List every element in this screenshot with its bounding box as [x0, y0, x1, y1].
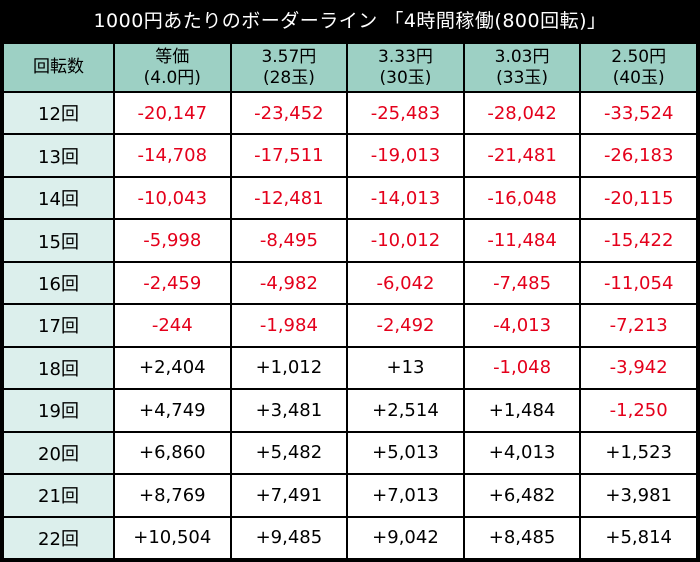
- header-col-name: 2.50円: [611, 46, 667, 67]
- header-col-333: 3.33円 (30玉): [348, 44, 463, 91]
- row-label: 13回: [4, 135, 113, 176]
- value-cell: -10,043: [115, 177, 230, 219]
- header-rotation-count: 回転数: [4, 44, 113, 91]
- header-col-name: 3.03円: [494, 46, 550, 67]
- value-cell: +8,485: [464, 517, 580, 558]
- value-cell: -6,042: [348, 262, 463, 304]
- table-row: 17回 -244 -1,984 -2,492 -4,013 -7,213: [4, 305, 696, 346]
- value-cell: -12,481: [231, 177, 347, 219]
- header-row: 回転数 等価 (4.0円) 3.57円 (28玉) 3.33円 (30玉) 3.03円…: [4, 44, 696, 91]
- table-title: 1000円あたりのボーダーライン 「4時間稼働(800回転)」: [93, 10, 607, 32]
- value-cell: +1,484: [464, 390, 580, 431]
- value-cell: -26,183: [581, 135, 696, 176]
- table-row: 21回 +8,769 +7,491 +7,013 +6,482 +3,981: [4, 475, 696, 516]
- row-label: 17回: [4, 305, 113, 346]
- value-cell: +5,013: [348, 432, 463, 474]
- value-cell: -23,452: [231, 93, 347, 134]
- value-cell: -20,115: [581, 177, 696, 219]
- value-cell: -14,708: [115, 135, 230, 176]
- header-col-357: 3.57円 (28玉): [231, 44, 347, 91]
- header-col-rate: (4.0円): [143, 67, 201, 88]
- row-label: 21回: [4, 475, 113, 516]
- value-cell: -10,012: [348, 220, 463, 261]
- header-col-equal: 等価 (4.0円): [115, 44, 230, 91]
- value-cell: +6,860: [115, 432, 230, 474]
- value-cell: +2,404: [115, 347, 230, 389]
- table-row: 20回 +6,860 +5,482 +5,013 +4,013 +1,523: [4, 432, 696, 474]
- value-cell: +13: [348, 347, 463, 389]
- value-cell: +10,504: [115, 517, 230, 558]
- value-cell: -25,483: [348, 93, 463, 134]
- table-row: 14回 -10,043 -12,481 -14,013 -16,048 -20,115: [4, 177, 696, 219]
- value-cell: +7,013: [348, 475, 463, 516]
- table-row: 13回 -14,708 -17,511 -19,013 -21,481 -26,183: [4, 135, 696, 176]
- value-cell: +1,523: [581, 432, 696, 474]
- header-col-name: 3.33円: [378, 46, 433, 67]
- value-cell: -7,485: [464, 262, 580, 304]
- header-col-rate: (28玉): [262, 67, 315, 88]
- table-row: 22回 +10,504 +9,485 +9,042 +8,485 +5,814: [4, 517, 696, 558]
- row-label: 19回: [4, 390, 113, 431]
- value-cell: -11,054: [581, 262, 696, 304]
- row-label: 15回: [4, 220, 113, 261]
- table-row: 12回 -20,147 -23,452 -25,483 -28,042 -33,524: [4, 93, 696, 134]
- header-col-rate: (33玉): [496, 67, 549, 88]
- value-cell: +5,814: [581, 517, 696, 558]
- value-cell: -16,048: [464, 177, 580, 219]
- header-col-name: 3.57円: [261, 46, 317, 67]
- table-row: 16回 -2,459 -4,982 -6,042 -7,485 -11,054: [4, 262, 696, 304]
- row-label: 14回: [4, 177, 113, 219]
- value-cell: -14,013: [348, 177, 463, 219]
- row-label: 22回: [4, 517, 113, 558]
- value-cell: +3,481: [231, 390, 347, 431]
- value-cell: -8,495: [231, 220, 347, 261]
- header-col-250: 2.50円 (40玉): [581, 44, 696, 91]
- value-cell: -4,013: [464, 305, 580, 346]
- row-label: 16回: [4, 262, 113, 304]
- row-label: 18回: [4, 347, 113, 389]
- value-cell: -1,984: [231, 305, 347, 346]
- value-cell: -20,147: [115, 93, 230, 134]
- value-cell: -1,250: [581, 390, 696, 431]
- value-cell: +9,042: [348, 517, 463, 558]
- table-row: 15回 -5,998 -8,495 -10,012 -11,484 -15,422: [4, 220, 696, 261]
- value-cell: -19,013: [348, 135, 463, 176]
- value-cell: -33,524: [581, 93, 696, 134]
- value-cell: -15,422: [581, 220, 696, 261]
- value-cell: -11,484: [464, 220, 580, 261]
- table-row: 19回 +4,749 +3,481 +2,514 +1,484 -1,250: [4, 390, 696, 431]
- header-col-name: 等価: [155, 46, 190, 67]
- value-cell: +9,485: [231, 517, 347, 558]
- border-line-table: 回転数 等価 (4.0円) 3.57円 (28玉) 3.33円 (30玉) 3.03円…: [2, 42, 698, 560]
- header-col-rate: (40玉): [612, 67, 665, 88]
- value-cell: -21,481: [464, 135, 580, 176]
- value-cell: -2,459: [115, 262, 230, 304]
- table-row: 18回 +2,404 +1,012 +13 -1,048 -3,942: [4, 347, 696, 389]
- value-cell: -7,213: [581, 305, 696, 346]
- row-label: 12回: [4, 93, 113, 134]
- value-cell: -17,511: [231, 135, 347, 176]
- value-cell: -28,042: [464, 93, 580, 134]
- header-col-rate: (30玉): [379, 67, 432, 88]
- value-cell: -5,998: [115, 220, 230, 261]
- value-cell: -1,048: [464, 347, 580, 389]
- value-cell: +7,491: [231, 475, 347, 516]
- value-cell: +3,981: [581, 475, 696, 516]
- value-cell: +5,482: [231, 432, 347, 474]
- value-cell: +4,013: [464, 432, 580, 474]
- value-cell: -244: [115, 305, 230, 346]
- value-cell: -3,942: [581, 347, 696, 389]
- header-col-303: 3.03円 (33玉): [464, 44, 580, 91]
- value-cell: +8,769: [115, 475, 230, 516]
- value-cell: +2,514: [348, 390, 463, 431]
- value-cell: +4,749: [115, 390, 230, 431]
- value-cell: -2,492: [348, 305, 463, 346]
- value-cell: -4,982: [231, 262, 347, 304]
- table-body: 12回 -20,147 -23,452 -25,483 -28,042 -33,524 13…: [4, 93, 696, 558]
- value-cell: +6,482: [464, 475, 580, 516]
- row-label: 20回: [4, 432, 113, 474]
- value-cell: +1,012: [231, 347, 347, 389]
